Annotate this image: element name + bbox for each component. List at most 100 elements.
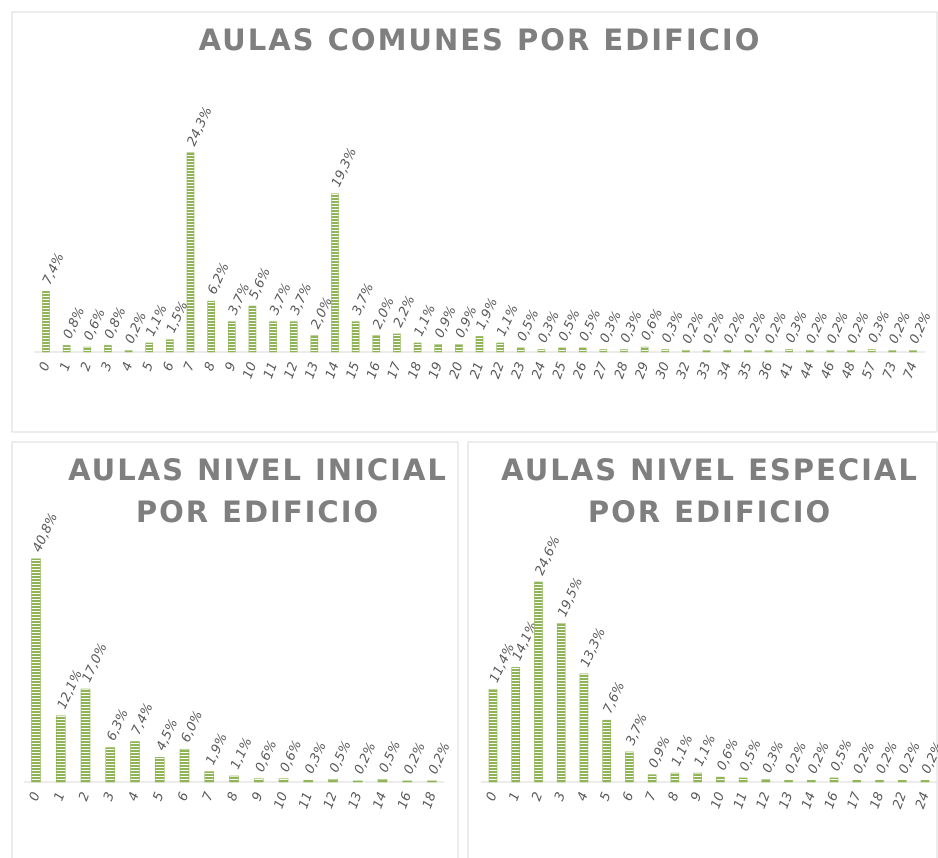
bar	[784, 780, 793, 783]
x-tick-label: 16	[395, 790, 415, 811]
bar	[875, 780, 884, 783]
data-label: 7,6%	[601, 680, 629, 716]
x-tick-label: 14	[799, 790, 819, 811]
x-tick-label: 2	[76, 790, 93, 803]
bar	[413, 342, 422, 353]
x-tick-label: 0	[27, 790, 44, 803]
x-tick-label: 13	[777, 790, 797, 811]
x-tick-label: 16	[364, 360, 384, 381]
x-tick-label: 9	[223, 360, 240, 373]
x-tick-label: 1	[52, 790, 69, 803]
x-tick-label: 13	[302, 360, 322, 381]
bar	[599, 349, 608, 353]
bar	[377, 778, 388, 783]
bar	[670, 772, 680, 783]
bar	[888, 350, 897, 353]
x-tick-label: 6	[161, 360, 178, 373]
data-label: 4,5%	[154, 717, 182, 753]
bar	[310, 335, 319, 353]
bar	[537, 349, 546, 353]
data-label: 40,8%	[30, 511, 61, 555]
chart-frame	[11, 11, 938, 433]
x-tick-label: 1	[57, 360, 74, 373]
data-label: 0,5%	[377, 739, 405, 775]
bar	[104, 345, 112, 353]
x-tick-label: 74	[901, 360, 921, 381]
data-label: 24,6%	[533, 534, 564, 578]
x-tick-label: 3	[101, 790, 118, 803]
x-tick-label: 33	[695, 360, 715, 381]
x-tick-label: 10	[708, 790, 728, 811]
data-label: 2,0%	[370, 295, 398, 331]
bar	[909, 350, 917, 353]
x-tick-label: 6	[175, 790, 192, 803]
bar	[253, 778, 264, 783]
data-label: 6,0%	[179, 709, 207, 745]
bar	[807, 780, 816, 783]
x-tick-label: 20	[447, 360, 467, 381]
data-label: 1,9%	[203, 731, 231, 767]
x-tick-label: 7	[643, 790, 660, 804]
x-tick-label: 5	[598, 790, 615, 803]
bar	[558, 347, 566, 353]
chart-title: AULAS NIVEL ESPECIAL	[501, 453, 919, 487]
x-tick-label: 35	[736, 360, 756, 381]
bar	[897, 780, 907, 783]
data-label: 0,5%	[327, 739, 355, 775]
x-tick-label: 26	[571, 360, 591, 381]
x-tick-label: 9	[250, 790, 267, 803]
bar	[278, 778, 289, 783]
x-tick-label: 9	[688, 790, 705, 803]
bar	[920, 780, 930, 783]
bar	[186, 152, 195, 353]
chart-title: AULAS NIVEL INICIAL	[68, 453, 448, 487]
bar	[204, 771, 215, 783]
data-label: 7,4%	[129, 701, 157, 737]
x-tick-label: 11	[731, 790, 751, 811]
bar	[738, 777, 748, 783]
bar	[805, 350, 814, 353]
x-tick-label: 12	[754, 790, 774, 811]
bar	[475, 336, 484, 353]
bar	[826, 350, 835, 353]
x-tick-label: 12	[321, 790, 341, 811]
bar	[516, 347, 525, 353]
chart-title: AULAS COMUNES POR EDIFICIO	[199, 23, 762, 57]
bar	[867, 349, 876, 353]
x-tick-label: 11	[261, 360, 281, 381]
data-label: 0,3%	[302, 740, 330, 776]
bar	[702, 350, 711, 353]
data-label: 24,3%	[185, 105, 216, 149]
bar	[716, 776, 725, 783]
bar	[227, 321, 236, 353]
data-label: 0,2%	[352, 740, 380, 776]
x-tick-label: 27	[591, 360, 611, 381]
x-tick-label: 21	[468, 360, 488, 381]
data-label: 5,6%	[246, 265, 274, 301]
x-tick-label: 41	[777, 360, 797, 381]
chart-title: POR EDIFICIO	[136, 495, 380, 529]
bar	[42, 291, 50, 353]
x-tick-label: 2	[529, 790, 546, 803]
bar	[761, 779, 771, 783]
bar	[351, 321, 360, 353]
x-tick-label: 24	[529, 360, 549, 381]
bar	[145, 342, 154, 353]
bar	[496, 342, 504, 353]
x-tick-label: 48	[839, 360, 859, 381]
data-label: 17,0%	[80, 641, 111, 685]
x-tick-label: 8	[225, 790, 242, 803]
bar	[647, 774, 657, 783]
bar	[620, 349, 628, 353]
x-tick-label: 24	[913, 790, 933, 811]
x-tick-label: 17	[845, 790, 865, 811]
x-tick-label: 17	[385, 360, 405, 381]
x-tick-label: 6	[620, 790, 637, 803]
data-label: 3,7%	[623, 711, 651, 747]
data-label: 3,7%	[350, 281, 378, 317]
x-tick-label: 15	[344, 360, 364, 381]
x-tick-label: 3	[552, 790, 569, 803]
bar	[269, 321, 277, 353]
x-tick-label: 28	[612, 360, 632, 381]
